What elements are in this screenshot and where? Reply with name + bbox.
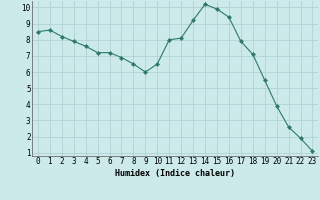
X-axis label: Humidex (Indice chaleur): Humidex (Indice chaleur) — [115, 169, 235, 178]
